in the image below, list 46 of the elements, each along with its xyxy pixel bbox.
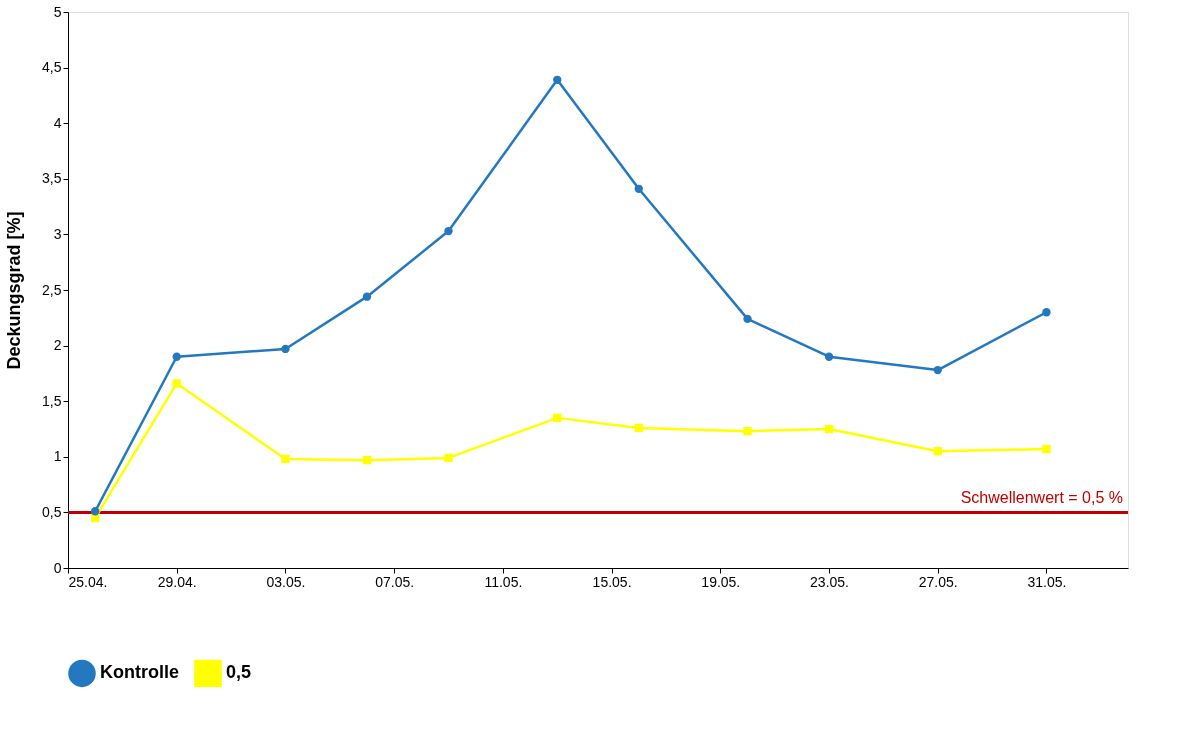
- point: [553, 75, 562, 85]
- point: [743, 314, 752, 324]
- y-tick-label: 5: [53, 3, 62, 20]
- point: [634, 423, 643, 433]
- x-tick-label: 27.05.: [918, 573, 958, 590]
- y-tick-label: 0,5: [42, 503, 62, 520]
- point: [281, 344, 290, 354]
- x-tick-label: 03.05.: [266, 573, 306, 590]
- y-tick-label: 4,5: [42, 59, 62, 76]
- y-axis-title: Deckungsgrad [%]: [4, 211, 25, 370]
- point: [281, 454, 290, 464]
- point: [933, 447, 942, 456]
- ref-line-label: Schwellenwert = 0,5 %: [960, 489, 1123, 507]
- x-tick-label: 31.05.: [1027, 573, 1067, 590]
- x-tick-label: 29.04.: [157, 573, 197, 590]
- y-tick-label: 1: [53, 448, 62, 465]
- legend-label: Kontrolle: [100, 662, 179, 683]
- y-tick-label: 2,5: [42, 281, 62, 298]
- point: [1042, 444, 1051, 454]
- point: [172, 352, 181, 361]
- point: [553, 413, 562, 423]
- x-tick-label: 19.05.: [701, 573, 741, 590]
- point: [362, 455, 372, 465]
- point: [824, 352, 834, 361]
- point: [1042, 308, 1051, 317]
- point: [824, 424, 834, 434]
- point: [91, 507, 100, 516]
- x-tick-label: 07.05.: [375, 573, 415, 590]
- x-tick-label: 15.05.: [592, 573, 632, 590]
- point: [444, 453, 453, 463]
- y-tick-label: 1,5: [42, 392, 62, 409]
- y-tick-label: 3: [53, 225, 62, 242]
- point: [362, 292, 372, 301]
- y-tick-label: 2: [53, 337, 62, 354]
- x-tick-label: 25.04.: [68, 573, 108, 590]
- y-tick-label: 3,5: [42, 170, 62, 187]
- point: [172, 379, 181, 388]
- y-tick-label: 4: [53, 114, 62, 131]
- point: [444, 226, 453, 236]
- x-tick-label: 23.05.: [810, 573, 849, 590]
- point: [634, 184, 643, 193]
- point: [933, 365, 942, 375]
- legend-label: 0,5: [226, 662, 252, 683]
- y-tick-label: 0: [53, 559, 62, 576]
- x-tick-label: 11.05.: [484, 573, 523, 590]
- point: [743, 427, 752, 436]
